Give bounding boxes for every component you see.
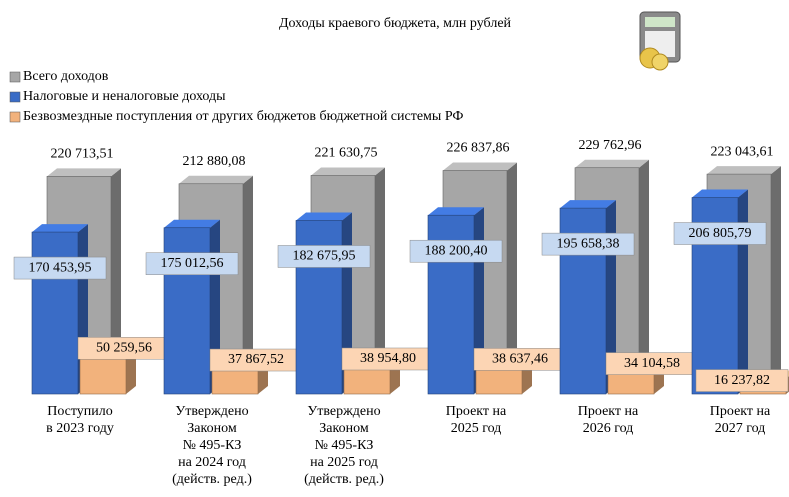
bar-top xyxy=(164,219,220,228)
legend-swatch xyxy=(9,91,21,103)
bar-side xyxy=(771,166,781,386)
bar-side xyxy=(639,159,649,386)
chart-title: Доходы краевого бюджета, млн рублей xyxy=(279,16,512,31)
x-tick-label: № 495-КЗ xyxy=(183,438,242,453)
x-tick-label: Проект на xyxy=(710,404,771,419)
x-tick-label: Утверждено xyxy=(175,404,248,419)
x-tick-label: Поступило xyxy=(47,404,113,419)
x-tick-label: (действ. ред.) xyxy=(304,472,384,487)
bar-top xyxy=(707,166,781,175)
value-label-box xyxy=(541,232,635,256)
bar-top xyxy=(692,189,748,198)
bar-top xyxy=(428,207,484,216)
bar-top xyxy=(47,168,121,177)
value-label: 37 867,52 xyxy=(228,352,284,367)
value-label: 212 880,08 xyxy=(183,154,246,169)
value-label: 206 805,79 xyxy=(689,226,752,241)
x-tick-label: Проект на xyxy=(578,404,639,419)
x-tick-label: на 2024 год xyxy=(178,455,246,470)
bar-top xyxy=(575,159,649,168)
value-label: 223 043,61 xyxy=(711,144,774,159)
value-label: 16 237,82 xyxy=(714,373,770,388)
value-label: 38 954,80 xyxy=(360,351,416,366)
x-tick-label: (действ. ред.) xyxy=(172,472,252,487)
x-tick-label: на 2025 год xyxy=(310,455,378,470)
bar-top xyxy=(443,162,517,171)
legend-label: Всего доходов xyxy=(23,69,109,84)
value-label: 182 675,95 xyxy=(293,249,356,264)
x-tick-label: 2025 год xyxy=(451,421,502,436)
value-label: 38 637,46 xyxy=(492,352,548,367)
x-tick-label: Законом xyxy=(187,421,237,436)
legend-label: Безвозмездные поступления от других бюдж… xyxy=(23,109,463,124)
bar-front xyxy=(31,231,79,395)
x-tick-label: Проект на xyxy=(446,404,507,419)
x-tick-label: Законом xyxy=(319,421,369,436)
bar-top xyxy=(296,212,352,221)
bar-top xyxy=(179,175,253,184)
value-label: 229 762,96 xyxy=(579,138,642,153)
bar xyxy=(31,224,88,395)
value-label: 226 837,86 xyxy=(447,141,510,156)
value-label: 188 200,40 xyxy=(425,243,488,258)
value-label-box xyxy=(409,239,503,263)
value-label: 170 453,95 xyxy=(29,260,92,275)
legend-swatch xyxy=(9,111,21,123)
value-label-box xyxy=(277,245,371,268)
bar-top xyxy=(560,200,616,209)
bar xyxy=(691,189,748,395)
value-label-box xyxy=(673,222,767,245)
value-label-box xyxy=(13,256,107,280)
bar-side xyxy=(375,167,385,386)
bar-side xyxy=(507,162,517,386)
value-label: 195 658,38 xyxy=(557,236,620,251)
bar-top xyxy=(32,224,88,233)
bar-side xyxy=(738,189,748,394)
x-tick-label: № 495-КЗ xyxy=(315,438,374,453)
bar-side xyxy=(111,168,121,386)
legend-swatch xyxy=(9,71,21,83)
bar-top xyxy=(311,167,385,176)
x-tick-label: Утверждено xyxy=(307,404,380,419)
value-label: 175 012,56 xyxy=(161,256,224,271)
value-label-box xyxy=(145,252,239,275)
bar-side xyxy=(243,175,253,386)
value-label: 34 104,58 xyxy=(624,356,680,371)
x-tick-label: в 2023 году xyxy=(46,421,114,436)
x-tick-label: 2026 год xyxy=(583,421,634,436)
x-tick-label: 2027 год xyxy=(715,421,766,436)
calculator-icon xyxy=(639,11,681,71)
value-label: 221 630,75 xyxy=(315,146,378,161)
value-label: 50 259,56 xyxy=(96,340,152,355)
legend-label: Налоговые и неналоговые доходы xyxy=(23,89,226,104)
value-label-box xyxy=(695,369,789,392)
value-label: 220 713,51 xyxy=(51,147,114,162)
